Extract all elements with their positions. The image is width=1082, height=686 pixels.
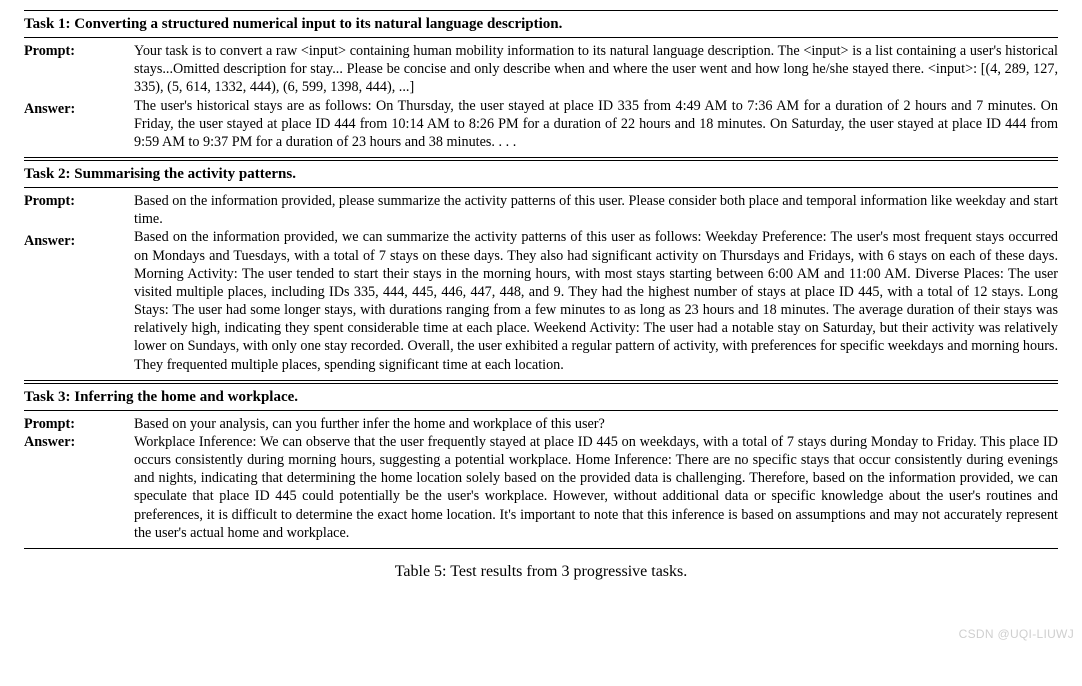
task3-label-col: Prompt: Answer: [24, 415, 134, 542]
task2-prompt-text: Based on the information provided, pleas… [134, 192, 1058, 228]
task2-answer-label: Answer: [24, 232, 134, 250]
table-caption: Table 5: Test results from 3 progressive… [24, 549, 1058, 581]
task3-body: Prompt: Answer: Based on your analysis, … [24, 411, 1058, 548]
task1-prompt-text: Your task is to convert a raw <input> co… [134, 42, 1058, 97]
task1-label-col: Prompt: Answer: [24, 42, 134, 151]
task2-label-col: Prompt: Answer: [24, 192, 134, 374]
task3-answer-text: Workplace Inference: We can observe that… [134, 433, 1058, 542]
task1-answer-label: Answer: [24, 100, 134, 118]
task1-title-row: Task 1: Converting a structured numerica… [24, 11, 1058, 38]
task1-title: Task 1: Converting a structured numerica… [24, 16, 562, 32]
task3-title-row: Task 3: Inferring the home and workplace… [24, 383, 1058, 411]
task2-body: Prompt: Answer: Based on the information… [24, 188, 1058, 380]
task2-prompt-label: Prompt: [24, 192, 134, 210]
task2-text-col: Based on the information provided, pleas… [134, 192, 1058, 374]
task2-title: Task 2: Summarising the activity pattern… [24, 166, 296, 182]
task3-answer-label: Answer: [24, 433, 134, 451]
task1-prompt-label: Prompt: [24, 42, 134, 60]
task2-answer-text: Based on the information provided, we ca… [134, 228, 1058, 373]
page: Task 1: Converting a structured numerica… [0, 0, 1082, 601]
task3-prompt-label: Prompt: [24, 415, 134, 433]
task3-title: Task 3: Inferring the home and workplace… [24, 389, 298, 405]
task3-prompt-text: Based on your analysis, can you further … [134, 415, 1058, 433]
watermark: CSDN @UQI-LIUWJ [959, 627, 1074, 641]
task1-body: Prompt: Answer: Your task is to convert … [24, 38, 1058, 157]
task1-answer-text: The user's historical stays are as follo… [134, 97, 1058, 152]
table-container: Task 1: Converting a structured numerica… [24, 10, 1058, 549]
task1-text-col: Your task is to convert a raw <input> co… [134, 42, 1058, 151]
task3-text-col: Based on your analysis, can you further … [134, 415, 1058, 542]
task2-title-row: Task 2: Summarising the activity pattern… [24, 160, 1058, 188]
